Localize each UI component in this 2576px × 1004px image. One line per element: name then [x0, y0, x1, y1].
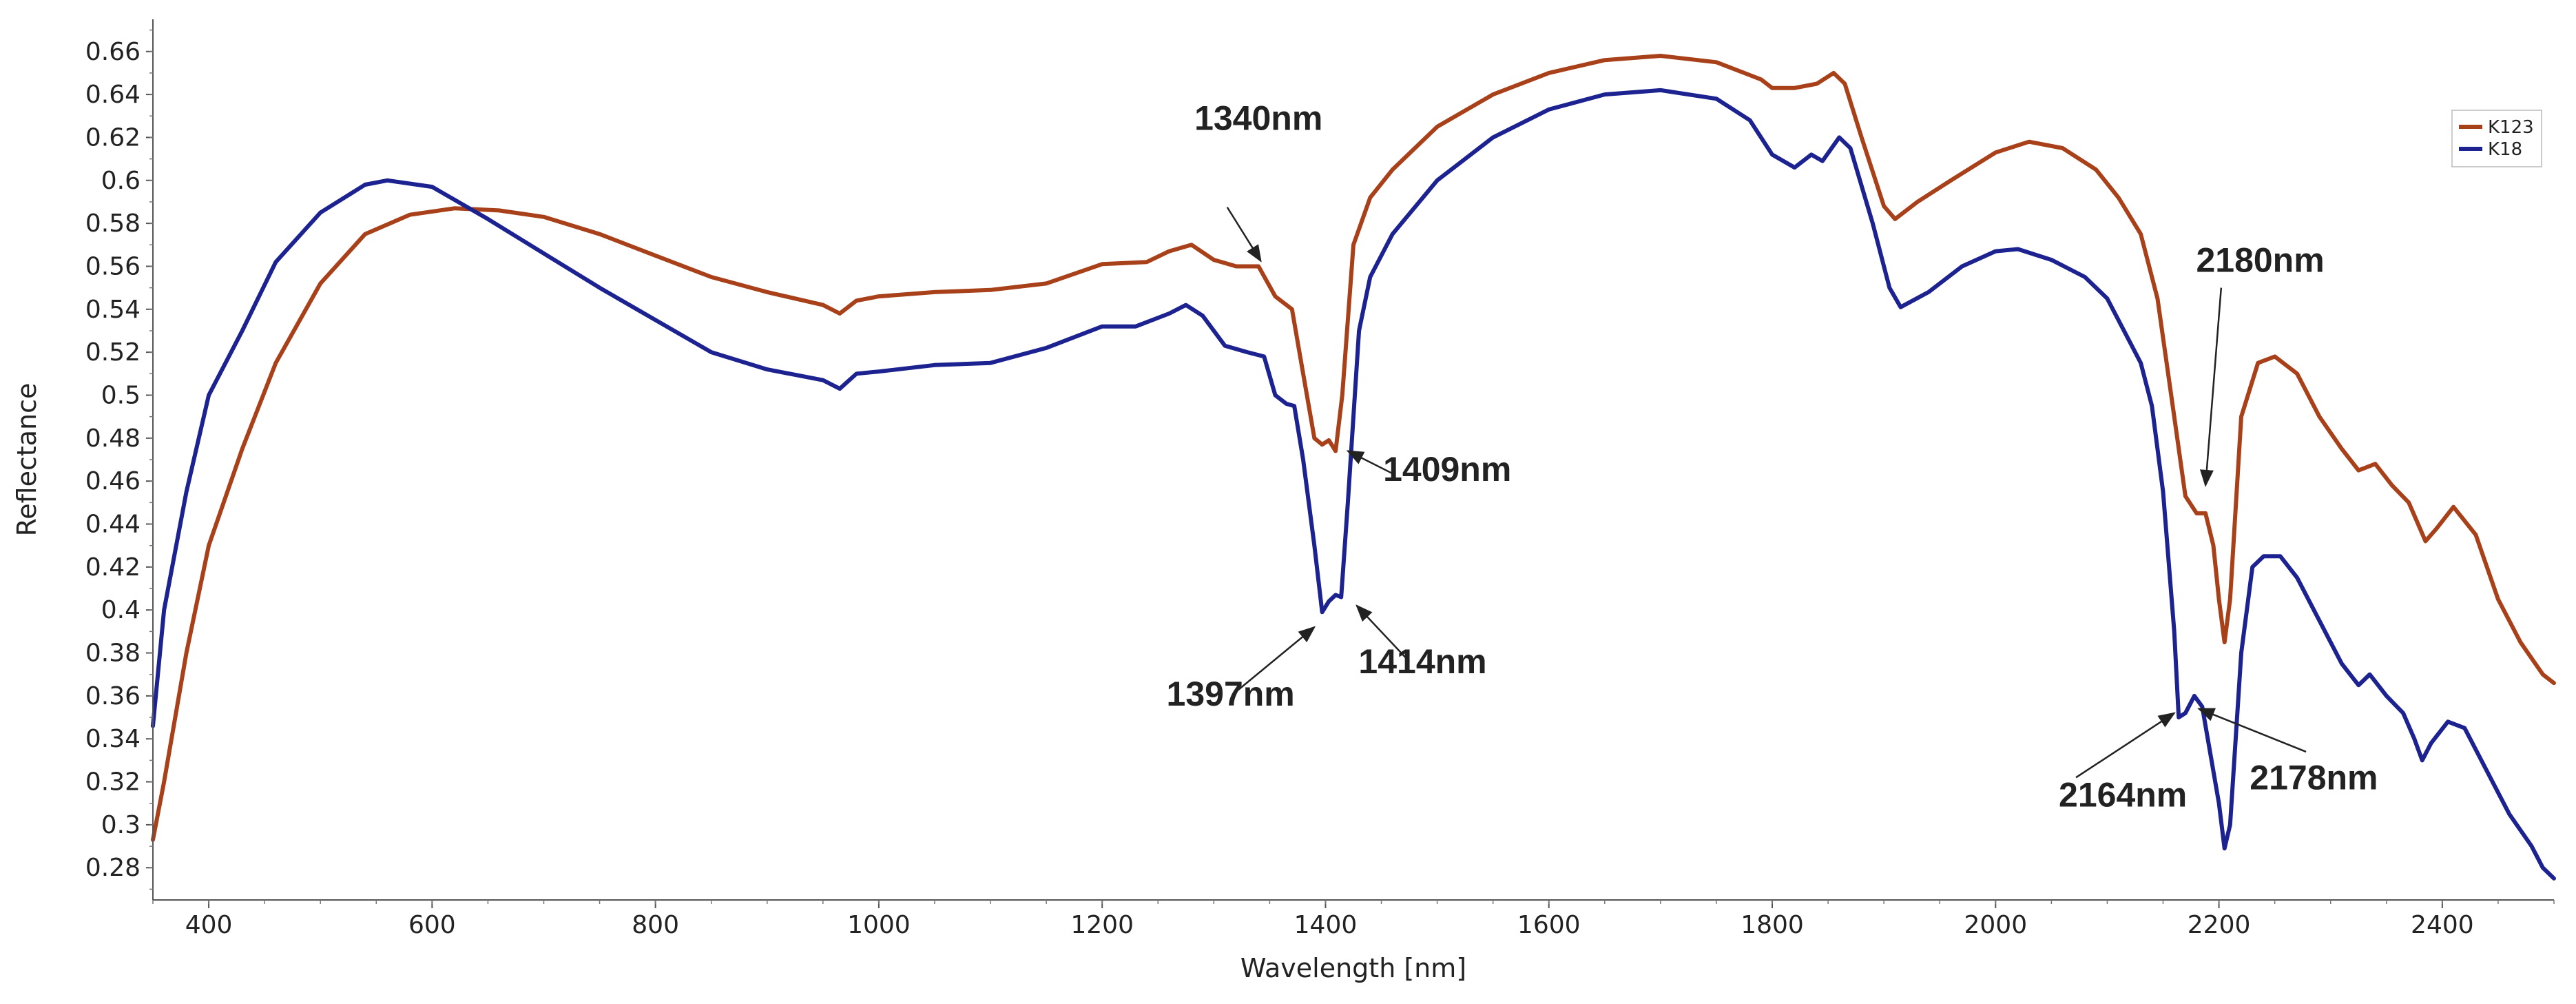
x-tick-label: 600 — [408, 911, 456, 939]
annotation-2180nm-label: 2180nm — [2196, 240, 2324, 279]
legend-label-k123: K123 — [2488, 117, 2534, 138]
annotation-1340nm-label: 1340nm — [1194, 99, 1322, 138]
y-tick-label: 0.36 — [85, 682, 141, 710]
y-tick-label: 0.34 — [85, 725, 141, 753]
axes: 400 600 800 1000 1200 1400 1600 1800 2000 2200 240… — [12, 19, 2555, 983]
y-tick-label: 0.6 — [101, 167, 141, 195]
y-tick-label: 0.48 — [85, 424, 141, 453]
y-axis-title: Reflectance — [12, 383, 42, 537]
series-line-k18 — [151, 88, 2556, 881]
y-tick-label: 0.54 — [85, 296, 141, 324]
series-line-k123 — [151, 54, 2556, 842]
annotation-1340nm-arrow — [1226, 207, 1262, 263]
annotation-1414nm-arrow — [1355, 604, 1410, 662]
y-tick-label: 0.32 — [85, 768, 141, 797]
legend-label-k18: K18 — [2488, 139, 2522, 160]
annotation-2178nm-arrow — [2197, 708, 2307, 753]
x-tick-label: 2200 — [2188, 911, 2251, 939]
x-tick-label: 1800 — [1741, 911, 1804, 939]
annotations: 1340nm 1409nm 1397nm 1414nm 2180nm 2164nm 2178… — [1167, 99, 2378, 815]
x-tick-label: 1000 — [847, 911, 911, 939]
x-tick-label: 2400 — [2411, 911, 2474, 939]
y-tick-label: 0.62 — [85, 123, 141, 152]
plot-lines — [151, 54, 2556, 881]
y-tick-label: 0.66 — [85, 38, 141, 66]
y-tick-label: 0.42 — [85, 553, 141, 582]
annotation-2164nm-label: 2164nm — [2059, 775, 2187, 814]
x-tick-label: 1400 — [1294, 911, 1358, 939]
annotation-1397nm-arrow — [1235, 626, 1316, 693]
y-tick-label: 0.52 — [85, 338, 141, 367]
y-tick-label: 0.4 — [101, 596, 141, 624]
x-tick-label: 800 — [632, 911, 679, 939]
annotation-1397nm-label: 1397nm — [1167, 675, 1295, 713]
y-tick-label: 0.56 — [85, 252, 141, 280]
annotation-2178nm-label: 2178nm — [2250, 758, 2378, 797]
y-tick-label: 0.38 — [85, 639, 141, 668]
annotation-2164nm-arrow — [2075, 712, 2176, 779]
y-tick-label: 0.46 — [85, 467, 141, 495]
annotation-1409nm-label: 1409nm — [1383, 450, 1511, 489]
x-tick-label: 1200 — [1070, 911, 1134, 939]
x-tick-label: 400 — [185, 911, 233, 939]
y-tick-label: 0.58 — [85, 209, 141, 238]
y-tick-label: 0.5 — [101, 381, 141, 409]
x-tick-label: 2000 — [1964, 911, 2027, 939]
x-axis-title: Wavelength [nm] — [1240, 953, 1466, 983]
y-tick-label: 0.28 — [85, 854, 141, 882]
y-tick-label: 0.3 — [101, 811, 141, 839]
legend-box — [2451, 110, 2542, 167]
y-tick-label: 0.64 — [85, 81, 141, 109]
x-tick-label: 1600 — [1517, 911, 1581, 939]
annotation-2180nm-arrow — [2199, 287, 2223, 487]
annotation-1414nm-label: 1414nm — [1358, 642, 1486, 681]
annotation-1409nm-arrow — [1346, 450, 1395, 475]
y-tick-label: 0.44 — [85, 511, 141, 539]
